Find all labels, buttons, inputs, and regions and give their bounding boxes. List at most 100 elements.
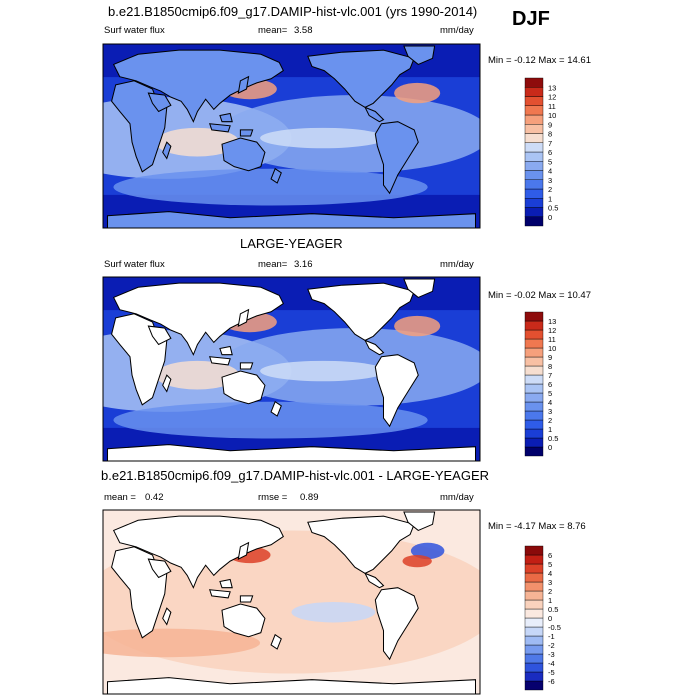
colorbar-tick-label: 4 [548, 569, 552, 578]
colorbar-box [524, 356, 544, 367]
colorbar-tick-label: 5 [548, 389, 552, 398]
colorbar-box [524, 179, 544, 190]
panel1-variable: Surf water flux [104, 25, 165, 36]
colorbar-box [524, 446, 544, 457]
colorbar-box [524, 437, 544, 448]
panel2-minmax: Min = -0.02 Max = 10.47 [488, 290, 591, 301]
colorbar-tick-label: 12 [548, 93, 556, 102]
colorbar-box [524, 590, 544, 601]
colorbar-box [524, 329, 544, 340]
colorbar-tick-label: -2 [548, 641, 555, 650]
panel1-units: mm/day [440, 25, 474, 36]
colorbar-box [524, 680, 544, 691]
colorbar-tick-label: 0 [548, 443, 552, 452]
panel3-rmse-label: rmse = [258, 492, 288, 503]
colorbar-box [524, 188, 544, 199]
panel2-mean-label: mean= [258, 259, 288, 270]
colorbar-box [524, 554, 544, 565]
colorbar-tick-label: 4 [548, 398, 552, 407]
colorbar-box [524, 428, 544, 439]
colorbar-box [524, 563, 544, 574]
colorbar-box [524, 545, 544, 556]
colorbar-tick-label: 6 [548, 148, 552, 157]
colorbar-box [524, 410, 544, 421]
panel1-minmax: Min = -0.12 Max = 14.61 [488, 55, 591, 66]
colorbar-box [524, 608, 544, 619]
season-label: DJF [512, 8, 550, 30]
colorbar-tick-label: 12 [548, 326, 556, 335]
colorbar-tick-label: 4 [548, 167, 552, 176]
colorbar-box [524, 419, 544, 430]
colorbar-tick-label: 11 [548, 102, 556, 111]
colorbar-tick-label: -6 [548, 677, 555, 686]
colorbar-tick-label: 3 [548, 578, 552, 587]
colorbar-tick-label: 6 [548, 551, 552, 560]
colorbar-tick-label: 13 [548, 83, 556, 92]
colorbar-tick-label: 0.5 [548, 605, 558, 614]
colorbar-box [524, 320, 544, 331]
colorbar-box [524, 133, 544, 143]
colorbar-tick-label: 9 [548, 120, 552, 129]
colorbar-box [524, 617, 544, 628]
colorbar-tick-label: 13 [548, 317, 556, 326]
colorbar-tick-label: 3 [548, 407, 552, 416]
map-frame-2 [102, 276, 481, 462]
colorbar-tick-label: 0 [548, 614, 552, 623]
panel2-title: LARGE-YEAGER [240, 236, 343, 251]
colorbar-tick-label: 1 [548, 425, 552, 434]
colorbar-box [524, 161, 544, 171]
colorbar-tick-label: 7 [548, 371, 552, 380]
colorbar-tick-label: 8 [548, 130, 552, 139]
colorbar-box [524, 365, 544, 376]
colorbar-box [524, 311, 544, 322]
colorbar-box [524, 151, 544, 162]
colorbar-box [524, 581, 544, 592]
colorbar-box [524, 216, 544, 227]
panel1-mean-label: mean= [258, 25, 288, 36]
colorbar-tick-label: 0.5 [548, 434, 558, 443]
colorbar-tick-label: 11 [548, 335, 556, 344]
colorbar-tick-label: 6 [548, 380, 552, 389]
colorbar-tick-label: 1 [548, 194, 552, 203]
colorbar-box [524, 105, 544, 116]
panel2-units: mm/day [440, 259, 474, 270]
panel3-minmax: Min = -4.17 Max = 8.76 [488, 521, 586, 532]
colorbar-tick-label: 10 [548, 344, 556, 353]
panel3-title: b.e21.B1850cmip6.f09_g17.DAMIP-hist-vlc.… [101, 468, 490, 483]
panel3-units: mm/day [440, 492, 474, 503]
colorbar-box [524, 87, 544, 97]
panel2-variable: Surf water flux [104, 259, 165, 270]
colorbar-box [524, 198, 544, 208]
map-frame-1 [102, 43, 481, 229]
panel3-mean-value: 0.42 [145, 492, 164, 503]
colorbar-tick-label: 9 [548, 353, 552, 362]
colorbar-box [524, 142, 544, 153]
panel2-mean-value: 3.16 [294, 259, 313, 270]
colorbar-box [524, 662, 544, 673]
colorbar-tick-label: -1 [548, 632, 555, 641]
colorbar-tick-label: -5 [548, 668, 555, 677]
colorbar-box [524, 653, 544, 664]
colorbar-box [524, 347, 544, 358]
colorbar-box [524, 572, 544, 583]
map-frame-3 [102, 509, 481, 695]
colorbar-box [524, 338, 544, 349]
map-field-1 [103, 44, 480, 228]
colorbar-box [524, 383, 544, 394]
colorbar-tick-label: -4 [548, 659, 555, 668]
colorbar-tick-label: 5 [548, 157, 552, 166]
colorbar-tick-label: 2 [548, 416, 552, 425]
colorbar-box [524, 170, 544, 180]
colorbar-tick-label: 2 [548, 587, 552, 596]
panel3-mean-label: mean = [104, 492, 136, 503]
panel3-rmse-value: 0.89 [300, 492, 319, 503]
colorbar-tick-label: 5 [548, 560, 552, 569]
colorbar-tick-label: -0.5 [548, 623, 561, 632]
colorbar-box [524, 392, 544, 403]
panel1-mean-value: 3.58 [294, 25, 313, 36]
colorbar-box [524, 124, 544, 134]
colorbar-tick-label: 1 [548, 596, 552, 605]
colorbar-box [524, 374, 544, 385]
colorbar-tick-label: 3 [548, 176, 552, 185]
